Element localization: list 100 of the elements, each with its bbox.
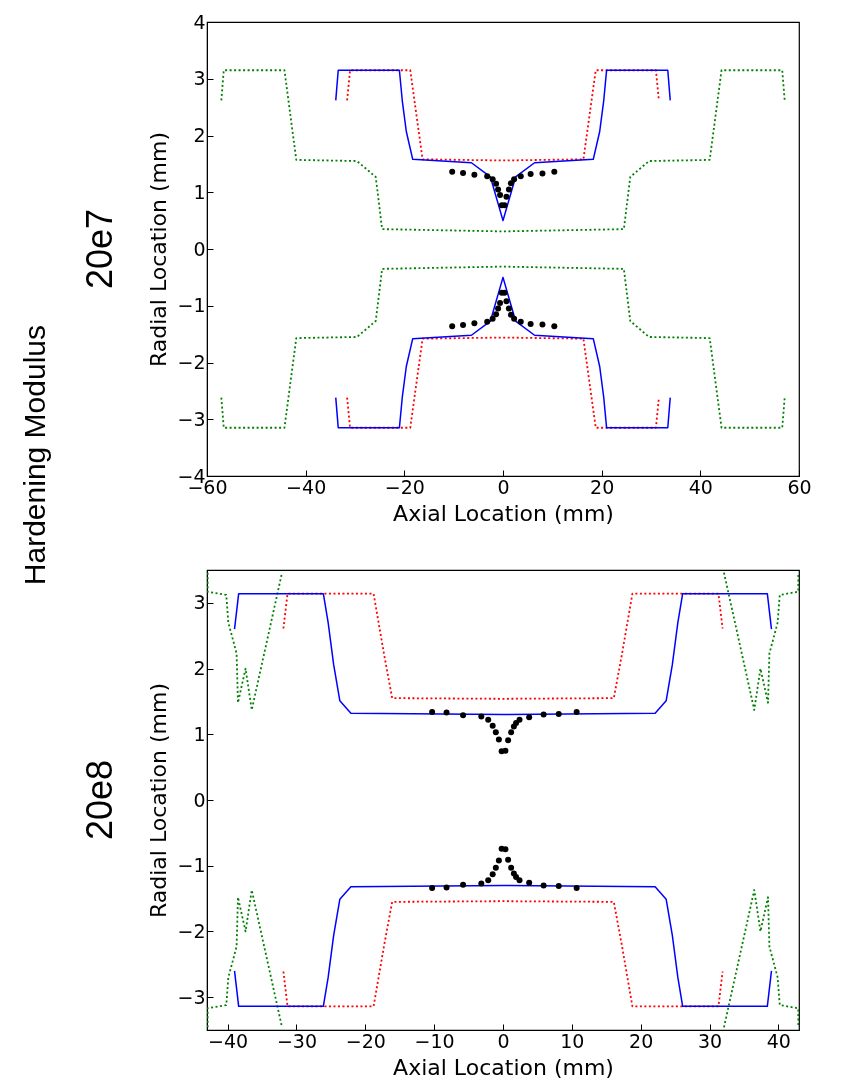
y-tick-label: 3: [193, 67, 206, 90]
x-tick-label: 0: [497, 475, 510, 498]
point: [493, 311, 500, 318]
y-tick-label: 1: [193, 722, 206, 745]
point: [573, 708, 580, 715]
point: [527, 171, 534, 178]
point: [460, 712, 467, 719]
point: [540, 882, 547, 889]
point: [489, 315, 496, 322]
point: [555, 883, 562, 890]
y-axis-title: Radial Location (mm): [146, 682, 172, 919]
point: [489, 722, 496, 729]
point: [551, 323, 558, 330]
x-tick-label: 20: [590, 475, 615, 498]
point: [502, 747, 509, 754]
text: 20e7: [78, 208, 120, 290]
point: [505, 737, 512, 744]
point: [484, 318, 491, 325]
point: [493, 180, 500, 187]
point: [527, 320, 534, 327]
point: [429, 885, 436, 892]
point: [497, 299, 504, 306]
y-tick-label: −2: [177, 919, 206, 942]
x-axis-title: Axial Location (mm): [393, 500, 614, 526]
x-tick-label: 60: [787, 475, 812, 498]
x-tick-label: 30: [697, 1029, 723, 1052]
point: [503, 298, 510, 305]
point: [517, 173, 524, 180]
point: [505, 856, 512, 863]
y-tick-label: −1: [177, 854, 206, 877]
point: [505, 186, 512, 193]
y-tick-label: −1: [177, 294, 206, 317]
point: [503, 193, 510, 200]
x-tick-label: −20: [345, 1029, 386, 1052]
point: [551, 168, 558, 175]
x-tick-label: −40: [208, 1029, 249, 1052]
point: [508, 729, 515, 736]
x-tick-label: −10: [414, 1029, 455, 1052]
y-tick-label: 2: [193, 124, 206, 146]
point: [492, 864, 499, 871]
point: [540, 711, 547, 718]
point: [511, 315, 518, 322]
point: [495, 305, 502, 312]
point: [443, 709, 450, 716]
y-tick-label: 0: [193, 237, 206, 260]
y-tick-label: 2: [193, 657, 206, 680]
y-axis-title: Radial Location (mm): [146, 131, 172, 368]
y-tick-label: 1: [193, 180, 206, 203]
point: [489, 176, 496, 183]
point: [526, 879, 533, 886]
point: [539, 170, 546, 177]
point: [497, 192, 504, 199]
x-tick-label: −20: [384, 475, 425, 498]
x-tick-label: 20: [629, 1029, 654, 1052]
point: [460, 322, 467, 329]
y-tick-label: 0: [193, 788, 206, 811]
point: [443, 884, 450, 891]
point: [495, 857, 502, 864]
point: [460, 169, 467, 176]
y-tick-label: −2: [177, 351, 206, 373]
point: [539, 321, 546, 328]
x-tick-label: 40: [688, 475, 713, 498]
point: [573, 885, 580, 892]
point: [471, 171, 478, 178]
point: [502, 846, 509, 853]
point: [449, 323, 456, 330]
text: 20e8: [78, 759, 120, 841]
point: [517, 318, 524, 325]
x-tick-label: 40: [766, 1029, 791, 1052]
y-tick-label: 4: [193, 10, 206, 33]
point: [429, 708, 436, 715]
point: [511, 176, 518, 183]
x-tick-label: 0: [497, 1029, 510, 1052]
point: [449, 168, 456, 175]
point: [478, 713, 485, 720]
point: [516, 716, 523, 723]
x-axis-title: Axial Location (mm): [393, 1054, 614, 1080]
x-tick-label: 10: [560, 1029, 585, 1052]
point: [507, 311, 514, 318]
point: [555, 710, 562, 717]
point: [460, 881, 467, 888]
point: [489, 871, 496, 878]
point: [485, 716, 492, 723]
x-tick-label: −30: [276, 1029, 318, 1052]
point: [505, 305, 512, 312]
point: [495, 736, 502, 743]
point: [485, 877, 492, 884]
text: Hardening Modulus: [18, 324, 52, 586]
y-tick-label: −3: [177, 407, 206, 430]
y-tick-label: 3: [193, 591, 206, 614]
x-tick-label: −40: [286, 475, 327, 498]
point: [507, 180, 514, 187]
point: [492, 729, 499, 736]
point: [471, 320, 478, 327]
point: [526, 714, 533, 721]
y-tick-label: −3: [177, 985, 206, 1008]
point: [516, 877, 523, 884]
point: [484, 173, 491, 180]
point: [495, 186, 502, 193]
point: [508, 864, 515, 871]
